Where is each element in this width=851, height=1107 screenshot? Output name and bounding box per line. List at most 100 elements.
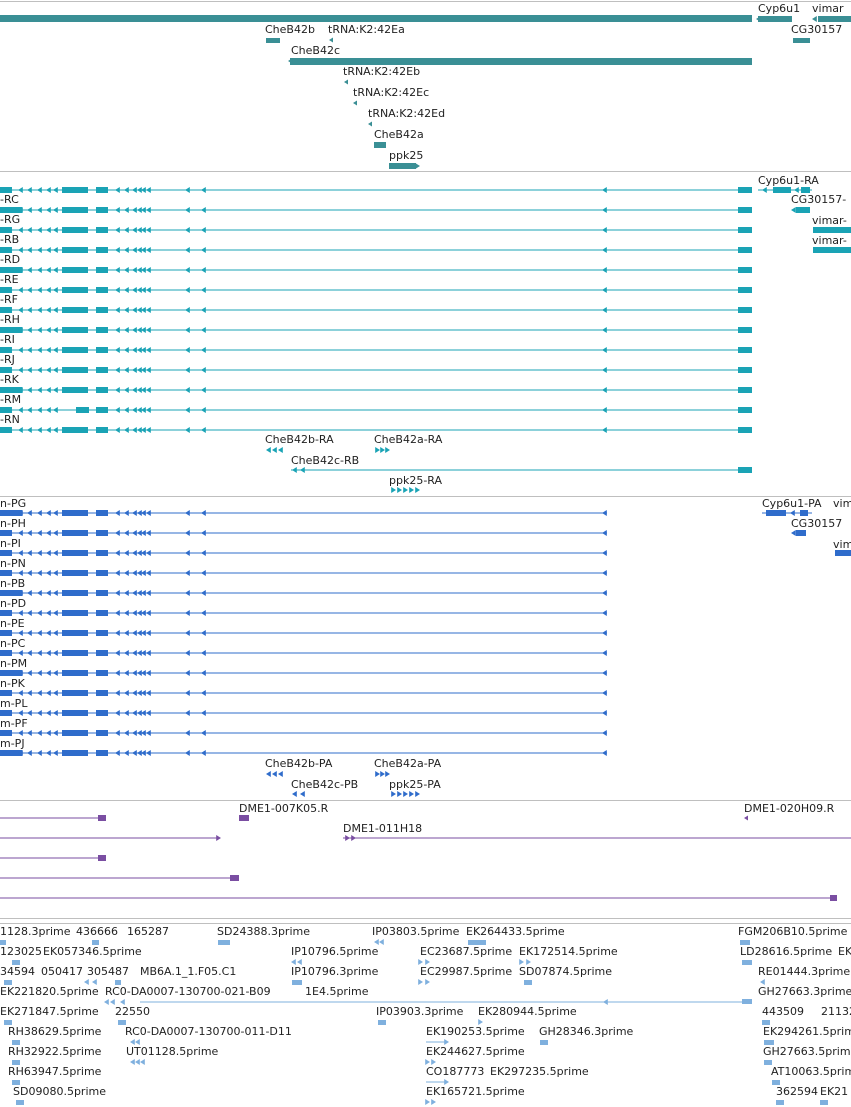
est-block[interactable]: [92, 940, 99, 945]
exon-block[interactable]: [0, 530, 12, 536]
exon-block[interactable]: [96, 267, 108, 273]
feature-label[interactable]: n-PD: [0, 597, 26, 610]
exon-block[interactable]: [813, 247, 851, 253]
exon-block[interactable]: [0, 550, 12, 556]
feature-label[interactable]: SD07874.5prime: [519, 965, 612, 978]
est-block[interactable]: [378, 1020, 386, 1025]
exon-block[interactable]: [62, 710, 88, 716]
feature-label[interactable]: EK271847.5prime: [0, 1005, 99, 1018]
exon-block[interactable]: [96, 570, 108, 576]
feature-label[interactable]: CheB42b: [265, 23, 315, 36]
exon-block[interactable]: [96, 187, 108, 193]
exon-block[interactable]: [0, 407, 12, 413]
feature-label[interactable]: 443509: [762, 1005, 804, 1018]
exon-block[interactable]: [62, 347, 88, 353]
exon-block[interactable]: [96, 427, 108, 433]
gene-bar[interactable]: [389, 163, 416, 169]
exon-block[interactable]: [62, 570, 88, 576]
exon-block[interactable]: [738, 347, 752, 353]
exon-block[interactable]: [62, 307, 88, 313]
exon-block[interactable]: [738, 387, 752, 393]
exon-block[interactable]: [62, 367, 88, 373]
exon-block[interactable]: [96, 207, 108, 213]
est-block[interactable]: [292, 980, 302, 985]
est-block[interactable]: [772, 1080, 780, 1085]
exon-block[interactable]: [62, 267, 88, 273]
exon-block[interactable]: [801, 187, 810, 193]
exon-block[interactable]: [796, 207, 810, 213]
feature-label[interactable]: EK172514.5prime: [519, 945, 618, 958]
feature-label[interactable]: -RF: [0, 293, 18, 306]
exon-block[interactable]: [62, 670, 88, 676]
exon-block[interactable]: [796, 530, 806, 536]
exon-block[interactable]: [0, 187, 12, 193]
feature-label[interactable]: 123025: [0, 945, 42, 958]
exon-block[interactable]: [0, 590, 22, 596]
feature-label[interactable]: CheB42b-RA: [265, 433, 334, 446]
exon-block[interactable]: [98, 815, 106, 821]
feature-label[interactable]: EC23687.5prime: [420, 945, 512, 958]
feature-label[interactable]: -RJ: [0, 353, 15, 366]
est-block[interactable]: [16, 1100, 24, 1105]
exon-block[interactable]: [0, 247, 12, 253]
exon-block[interactable]: [62, 610, 88, 616]
exon-block[interactable]: [738, 307, 752, 313]
feature-label[interactable]: vimar-: [812, 214, 847, 227]
exon-block[interactable]: [0, 510, 22, 516]
exon-block[interactable]: [738, 367, 752, 373]
exon-block[interactable]: [0, 327, 22, 333]
feature-label[interactable]: SD24388.3prime: [217, 925, 310, 938]
feature-label[interactable]: CheB42a: [374, 128, 424, 141]
exon-block[interactable]: [62, 227, 88, 233]
feature-label[interactable]: 362594: [776, 1085, 818, 1098]
feature-label[interactable]: RC0-DA0007-130700-021-B09: [105, 985, 271, 998]
feature-label[interactable]: EK244627.5prime: [426, 1045, 525, 1058]
exon-block[interactable]: [62, 650, 88, 656]
exon-block[interactable]: [0, 710, 12, 716]
exon-block[interactable]: [738, 327, 752, 333]
gene-bar[interactable]: [374, 142, 386, 148]
exon-block[interactable]: [0, 267, 22, 273]
feature-label[interactable]: GH27663.5prime: [763, 1045, 851, 1058]
exon-block[interactable]: [62, 387, 88, 393]
feature-label[interactable]: tRNA:K2:42Ea: [328, 23, 405, 36]
feature-label[interactable]: vimar: [812, 2, 844, 15]
feature-label[interactable]: EK264433.5prime: [466, 925, 565, 938]
feature-label[interactable]: n-PG: [0, 497, 26, 510]
exon-block[interactable]: [738, 287, 752, 293]
est-block[interactable]: [742, 999, 752, 1004]
est-block[interactable]: [764, 1040, 774, 1045]
feature-label[interactable]: vimar-: [812, 234, 847, 247]
exon-block[interactable]: [239, 815, 249, 821]
est-block[interactable]: [740, 940, 750, 945]
exon-block[interactable]: [738, 407, 752, 413]
feature-label[interactable]: 305487: [87, 965, 129, 978]
exon-block[interactable]: [230, 875, 239, 881]
feature-label[interactable]: RH38629.5prime: [8, 1025, 102, 1038]
gene-bar[interactable]: [290, 58, 752, 65]
exon-block[interactable]: [96, 710, 108, 716]
feature-label[interactable]: UT01128.5prime: [126, 1045, 219, 1058]
feature-label[interactable]: DME1-011H18: [343, 822, 422, 835]
exon-block[interactable]: [0, 610, 12, 616]
feature-label[interactable]: GH28346.3prime: [539, 1025, 634, 1038]
gene-bar[interactable]: [818, 16, 851, 22]
feature-label[interactable]: EK: [838, 945, 851, 958]
exon-block[interactable]: [96, 690, 108, 696]
feature-label[interactable]: Cyp6u1: [758, 2, 800, 15]
feature-label[interactable]: EK190253.5prime: [426, 1025, 525, 1038]
gene-bar[interactable]: [266, 38, 280, 43]
feature-label[interactable]: GH27663.3prime: [758, 985, 851, 998]
exon-block[interactable]: [738, 427, 752, 433]
exon-block[interactable]: [738, 227, 752, 233]
feature-label[interactable]: EK280944.5prime: [478, 1005, 577, 1018]
exon-block[interactable]: [96, 327, 108, 333]
exon-block[interactable]: [96, 227, 108, 233]
exon-block[interactable]: [0, 630, 12, 636]
est-block[interactable]: [118, 1020, 126, 1025]
feature-label[interactable]: CG30157: [791, 517, 842, 530]
est-block[interactable]: [12, 1060, 20, 1065]
est-block[interactable]: [218, 940, 230, 945]
feature-label[interactable]: n-PC: [0, 637, 26, 650]
feature-label[interactable]: CheB42c-PB: [291, 778, 358, 791]
